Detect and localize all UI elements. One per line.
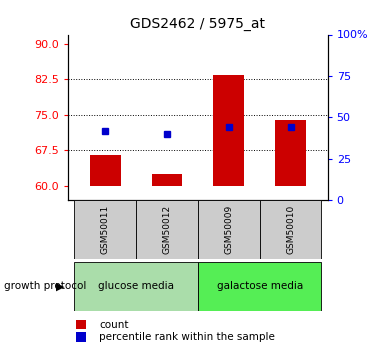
Text: GSM50009: GSM50009 [224, 205, 233, 254]
Bar [198, 200, 260, 259]
Title: GDS2462 / 5975_at: GDS2462 / 5975_at [130, 17, 266, 31]
Bar [90, 155, 121, 186]
Text: galactose media: galactose media [216, 282, 303, 291]
Bar [152, 174, 183, 186]
Bar [213, 75, 244, 186]
Text: GSM50012: GSM50012 [163, 205, 172, 254]
Bar [198, 262, 321, 310]
Text: percentile rank within the sample: percentile rank within the sample [99, 333, 275, 342]
Text: glucose media: glucose media [98, 282, 174, 291]
Bar [74, 262, 198, 310]
Text: GSM50010: GSM50010 [286, 205, 295, 254]
Bar [74, 200, 136, 259]
Text: count: count [99, 321, 129, 330]
Text: GSM50011: GSM50011 [101, 205, 110, 254]
Text: growth protocol: growth protocol [4, 282, 86, 291]
Text: ▶: ▶ [56, 282, 65, 291]
Bar [260, 200, 321, 259]
Bar [136, 200, 198, 259]
Bar [275, 120, 306, 186]
